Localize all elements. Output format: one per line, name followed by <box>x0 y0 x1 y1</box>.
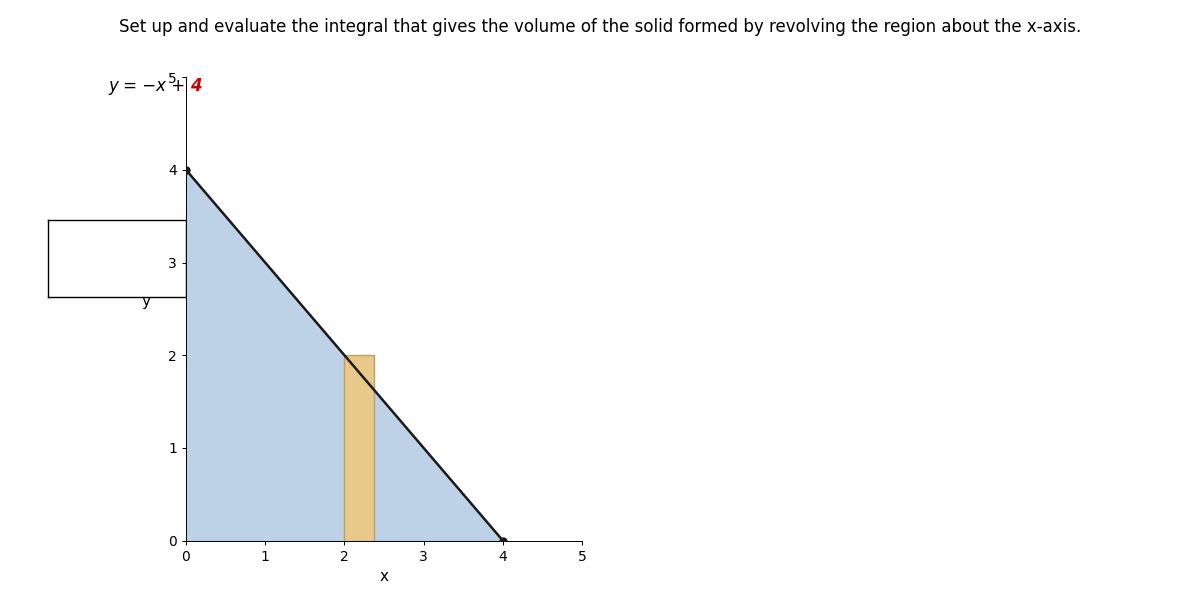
Polygon shape <box>186 170 503 541</box>
Text: y = −x +: y = −x + <box>108 77 191 95</box>
Bar <box>344 355 374 541</box>
Y-axis label: y: y <box>142 294 151 309</box>
Text: 4: 4 <box>190 77 202 95</box>
X-axis label: x: x <box>379 569 389 584</box>
Text: Set up and evaluate the integral that gives the volume of the solid formed by re: Set up and evaluate the integral that gi… <box>119 18 1081 36</box>
